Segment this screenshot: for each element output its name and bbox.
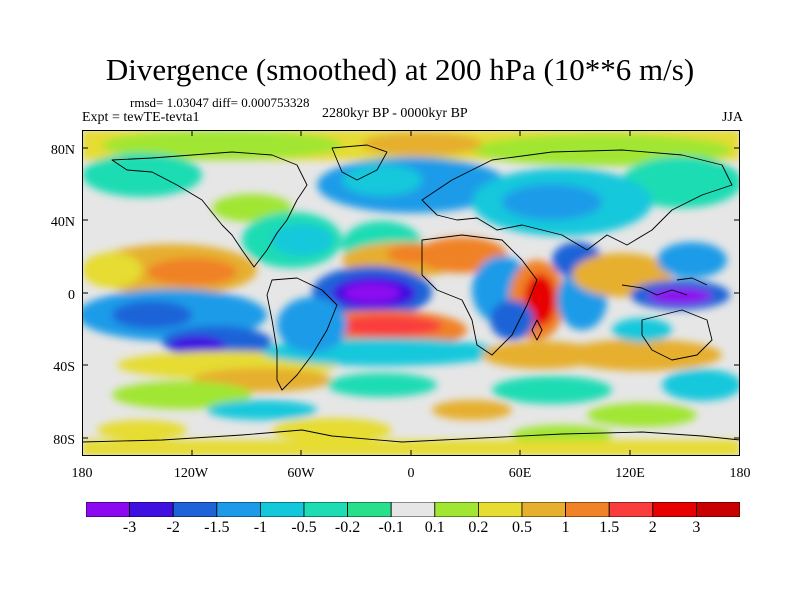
season-label: JJA	[721, 110, 743, 125]
colorbar-swatch-0	[86, 502, 130, 517]
field-blob-north-pacific	[82, 153, 202, 197]
colorbar-swatch-7	[390, 502, 436, 517]
coastline-eurasia	[421, 149, 733, 251]
colorbar-swatch-6	[347, 502, 392, 517]
lat-label-80s: 80S	[53, 433, 75, 448]
colorbar-swatch-3	[216, 502, 261, 517]
colorbar-label: 0.2	[468, 519, 489, 536]
colorbar-label: 0.5	[512, 519, 532, 536]
plot-title: Divergence (smoothed) at 200 hPa (10**6 …	[105, 52, 695, 87]
lon-label-180w: 180	[71, 466, 93, 481]
stats-text: rmsd= 1.03047 diff= 0.000753328	[130, 95, 310, 110]
coastline-north-america	[111, 151, 308, 268]
colorbar-label: -0.1	[378, 519, 404, 536]
lon-label-120e: 120E	[615, 466, 645, 481]
colorbar-swatch-14	[696, 502, 740, 517]
colorbar-label: -1	[253, 519, 268, 536]
colorbar-label: 3	[692, 519, 701, 536]
colorbar-swatch-4	[259, 502, 305, 517]
coastline-antarctica	[82, 429, 740, 443]
lat-label-40n: 40N	[50, 215, 75, 230]
lat-label-0: 0	[68, 288, 75, 303]
colorbar-label: 1.5	[599, 519, 620, 536]
colorbar-label: -2	[166, 519, 180, 536]
coastline-greenland	[331, 144, 388, 181]
colorbar-label: 0.1	[424, 519, 445, 536]
colorbar-label: 2	[648, 519, 657, 536]
colorbar-swatch-11	[565, 502, 610, 517]
coastline-australia	[641, 309, 713, 361]
lon-label-60e: 60E	[508, 466, 532, 481]
colorbar-swatch-5	[303, 502, 348, 517]
coastline-south-america	[266, 277, 338, 391]
period-label: 2280kyr BP - 0000kyr BP	[322, 106, 468, 121]
lat-label-40s: 40S	[53, 360, 75, 375]
colorbar-swatch-9	[477, 502, 523, 517]
divergence-map	[82, 130, 740, 456]
map-border	[82, 130, 740, 456]
colorbar-label: -3	[122, 519, 137, 536]
colorbar-swatch-13	[652, 502, 697, 517]
colorbar-swatch-8	[434, 502, 479, 517]
lon-label-60w: 60W	[287, 466, 315, 481]
colorbar-swatch-1	[129, 502, 174, 517]
colorbar-label: -0.5	[291, 519, 317, 536]
field-band-antarctic	[82, 440, 740, 456]
colorbar-swatch-10	[521, 502, 566, 517]
lon-label-120w: 120W	[173, 466, 209, 481]
colorbar-label: 1	[561, 519, 570, 536]
lon-label-0: 0	[407, 466, 415, 481]
colorbar-label: -1.5	[204, 519, 230, 536]
field-blob-arctic-west	[102, 130, 342, 160]
lat-label-80n: 80N	[50, 143, 75, 158]
coastline-africa	[421, 234, 538, 356]
experiment-label: Expt = tewTE-tevta1	[82, 110, 200, 125]
colorbar-label: -0.2	[334, 519, 361, 536]
colorbar-swatch-12	[608, 502, 654, 517]
colorbar	[86, 502, 740, 517]
lon-label-180e: 180	[729, 466, 751, 481]
colorbar-swatch-2	[172, 502, 218, 517]
